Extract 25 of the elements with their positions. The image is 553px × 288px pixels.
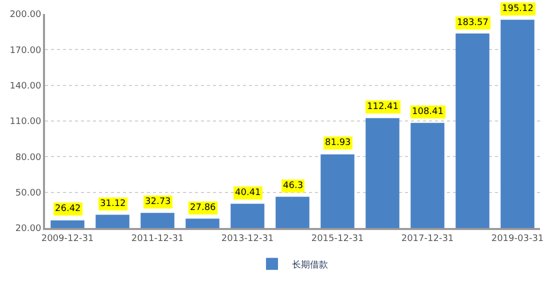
x-tick-label: 2011-12-31 xyxy=(131,234,184,244)
x-tick-label: 2017-12-31 xyxy=(401,234,454,244)
legend-label: 长期借款 xyxy=(292,259,328,270)
data-label: 31.12 xyxy=(100,199,126,209)
data-label: 112.41 xyxy=(367,102,398,112)
data-label: 26.42 xyxy=(55,204,81,214)
y-tick-label: 200.00 xyxy=(10,10,42,20)
x-tick-label: 2019-03-31 xyxy=(491,234,544,244)
data-label: 46.3 xyxy=(283,181,304,191)
data-label: 195.12 xyxy=(502,4,534,14)
data-label: 183.57 xyxy=(457,18,488,28)
y-tick-label: 110.00 xyxy=(10,117,42,128)
x-tick-label: 2009-12-31 xyxy=(41,234,94,244)
y-tick-label: 140.00 xyxy=(10,81,42,92)
data-label: 32.73 xyxy=(145,197,171,207)
x-tick-label: 2013-12-31 xyxy=(221,234,274,244)
data-label: 81.93 xyxy=(325,138,351,148)
y-tick-label: 50.00 xyxy=(15,188,42,198)
data-label: 27.86 xyxy=(190,203,216,213)
data-label: 40.41 xyxy=(235,188,261,198)
y-tick-label: 170.00 xyxy=(10,46,42,56)
y-tick-label: 20.00 xyxy=(15,224,42,234)
data-label: 108.41 xyxy=(412,107,444,117)
x-tick-label: 2015-12-31 xyxy=(311,234,364,244)
y-tick-label: 80.00 xyxy=(15,152,42,163)
